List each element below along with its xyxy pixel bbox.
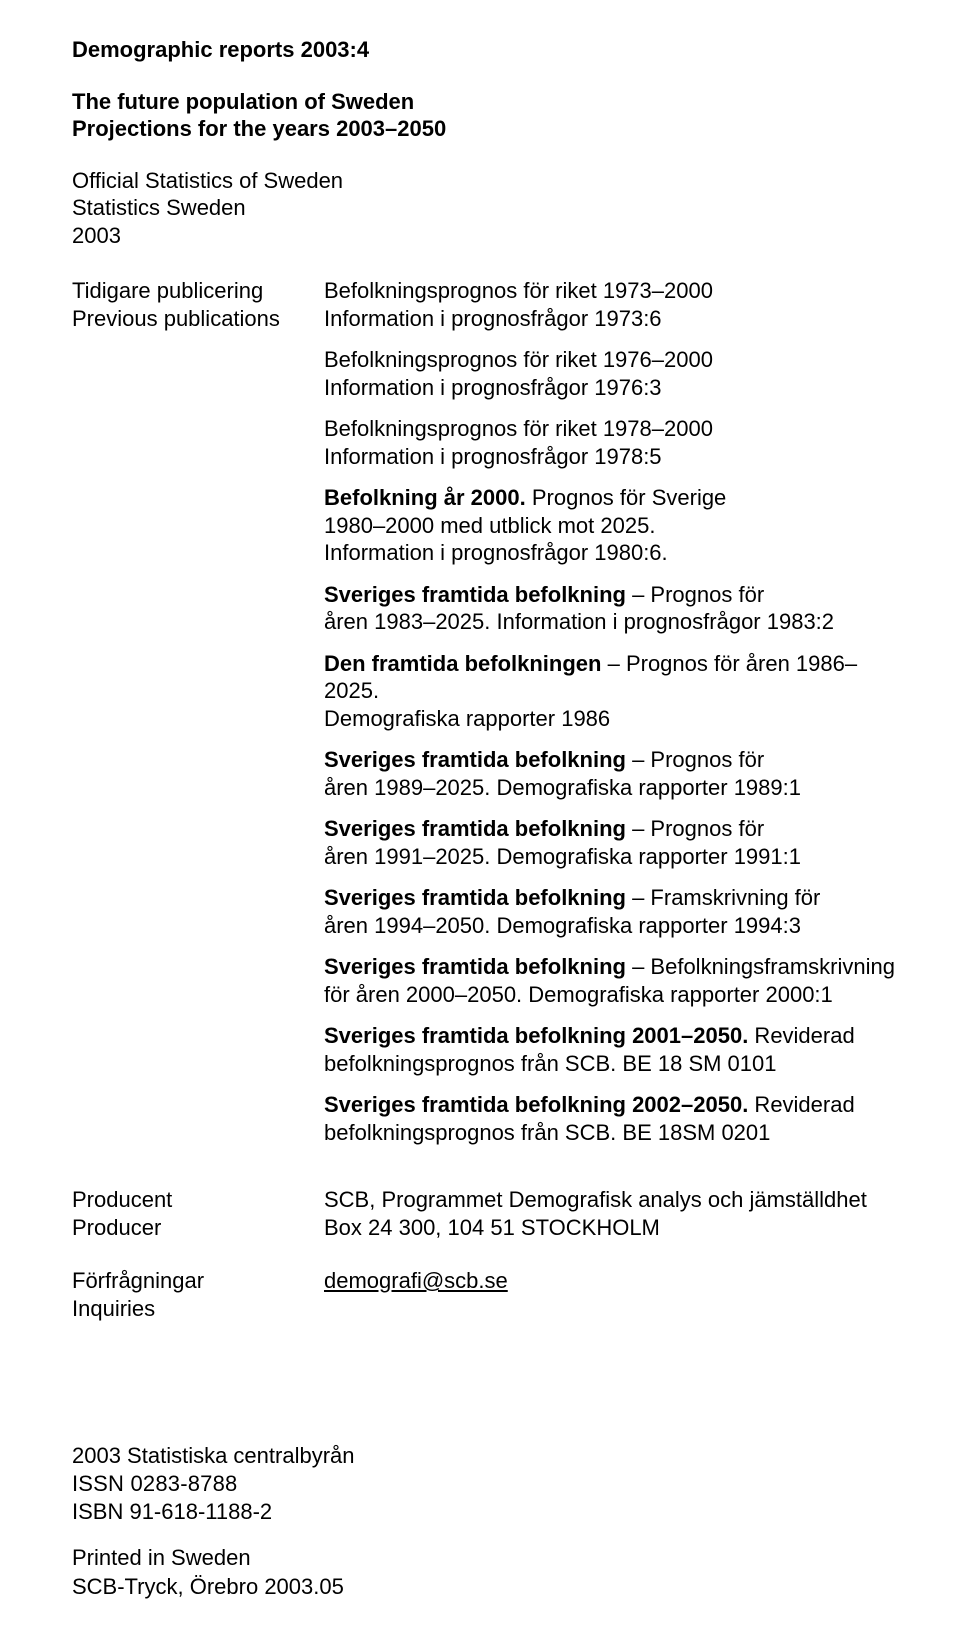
footer-spacer bbox=[72, 1526, 900, 1544]
previous-publications-list: Befolkningsprognos för riket 1973–2000 In… bbox=[324, 277, 900, 1160]
publication-text: Sveriges framtida befolkning 2001–2050. bbox=[324, 1023, 748, 1048]
producer-label-sv: Producent bbox=[72, 1186, 312, 1214]
publication-text: Befolkningsprognos för riket 1978–2000 bbox=[324, 416, 713, 441]
title-sub: Projections for the years 2003–2050 bbox=[72, 115, 900, 143]
previous-publications-section: Tidigare publicering Previous publicatio… bbox=[72, 277, 900, 1160]
publication-item: Sveriges framtida befolkning – Prognos f… bbox=[324, 581, 900, 636]
publication-text: Prognos för Sverige bbox=[526, 485, 727, 510]
publication-text: Befolkning år 2000. bbox=[324, 485, 526, 510]
publication-text: Reviderad bbox=[748, 1023, 854, 1048]
publication-text: Reviderad bbox=[748, 1092, 854, 1117]
inquiries-label-sv: Förfrågningar bbox=[72, 1267, 312, 1295]
publication-text: Information i prognosfrågor 1973:6 bbox=[324, 306, 662, 331]
inquiries-section: Förfrågningar Inquiries demografi@scb.se bbox=[72, 1267, 900, 1322]
publication-text: Sveriges framtida befolkning bbox=[324, 747, 626, 772]
footer-printed: Printed in Sweden bbox=[72, 1544, 900, 1572]
publication-item: Befolkning år 2000. Prognos för Sverige 1… bbox=[324, 484, 900, 567]
footer-issn: ISSN 0283-8788 bbox=[72, 1470, 900, 1498]
previous-publications-label: Tidigare publicering Previous publicatio… bbox=[72, 277, 324, 332]
publication-item: Befolkningsprognos för riket 1973–2000 In… bbox=[324, 277, 900, 332]
label-sv: Tidigare publicering bbox=[72, 277, 312, 305]
publication-text: – Prognos för bbox=[626, 747, 764, 772]
publication-text: Sveriges framtida befolkning 2002–2050. bbox=[324, 1092, 748, 1117]
document-footer: 2003 Statistiska centralbyrån ISSN 0283-… bbox=[72, 1442, 900, 1601]
publication-text: Sveriges framtida befolkning bbox=[324, 816, 626, 841]
producer-line2: Box 24 300, 104 51 STOCKHOLM bbox=[324, 1214, 900, 1242]
publication-text: åren 1989–2025. Demografiska rapporter 1… bbox=[324, 775, 801, 800]
publication-item: Sveriges framtida befolkning 2002–2050. … bbox=[324, 1091, 900, 1146]
publication-item: Sveriges framtida befolkning – Prognos f… bbox=[324, 746, 900, 801]
publication-item: Befolkningsprognos för riket 1976–2000 In… bbox=[324, 346, 900, 401]
publication-text: Information i prognosfrågor 1980:6. bbox=[324, 540, 668, 565]
publication-item: Den framtida befolkningen – Prognos för … bbox=[324, 650, 900, 733]
publication-text: 1980–2000 med utblick mot 2025. bbox=[324, 513, 655, 538]
year-line: 2003 bbox=[72, 222, 900, 250]
publication-text: för åren 2000–2050. Demografiska rapport… bbox=[324, 982, 833, 1007]
producer-label: Producent Producer bbox=[72, 1186, 324, 1241]
publication-item: Sveriges framtida befolkning – Framskriv… bbox=[324, 884, 900, 939]
publication-text: – Framskrivning för bbox=[626, 885, 820, 910]
agency-line: Statistics Sweden bbox=[72, 194, 900, 222]
publication-text: Befolkningsprognos för riket 1973–2000 bbox=[324, 278, 713, 303]
publication-item: Sveriges framtida befolkning – Befolknin… bbox=[324, 953, 900, 1008]
publication-text: Den framtida befolkningen bbox=[324, 651, 601, 676]
publication-text: Sveriges framtida befolkning bbox=[324, 954, 626, 979]
label-en: Previous publications bbox=[72, 305, 312, 333]
publication-item: Sveriges framtida befolkning 2001–2050. … bbox=[324, 1022, 900, 1077]
publication-text: befolkningsprognos från SCB. BE 18SM 020… bbox=[324, 1120, 770, 1145]
publication-text: åren 1991–2025. Demografiska rapporter 1… bbox=[324, 844, 801, 869]
publication-text: Information i prognosfrågor 1978:5 bbox=[324, 444, 662, 469]
publication-text: åren 1994–2050. Demografiska rapporter 1… bbox=[324, 913, 801, 938]
publication-text: Information i prognosfrågor 1976:3 bbox=[324, 375, 662, 400]
inquiries-details: demografi@scb.se bbox=[324, 1267, 900, 1295]
publication-text: – Prognos för bbox=[626, 582, 764, 607]
publication-text: Sveriges framtida befolkning bbox=[324, 582, 626, 607]
publication-text: Demografiska rapporter 1986 bbox=[324, 706, 610, 731]
footer-isbn: ISBN 91-618-1188-2 bbox=[72, 1498, 900, 1526]
publication-text: befolkningsprognos från SCB. BE 18 SM 01… bbox=[324, 1051, 777, 1076]
footer-printer: SCB-Tryck, Örebro 2003.05 bbox=[72, 1573, 900, 1601]
publication-item: Sveriges framtida befolkning – Prognos f… bbox=[324, 815, 900, 870]
producer-line1: SCB, Programmet Demografisk analys och j… bbox=[324, 1186, 900, 1214]
footer-copyright: 2003 Statistiska centralbyrån bbox=[72, 1442, 900, 1470]
publication-item: Befolkningsprognos för riket 1978–2000 In… bbox=[324, 415, 900, 470]
publication-text: åren 1983–2025. Information i prognosfrå… bbox=[324, 609, 834, 634]
producer-label-en: Producer bbox=[72, 1214, 312, 1242]
series-title: Demographic reports 2003:4 bbox=[72, 36, 900, 64]
publication-text: Sveriges framtida befolkning bbox=[324, 885, 626, 910]
producer-section: Producent Producer SCB, Programmet Demog… bbox=[72, 1186, 900, 1241]
inquiries-label-en: Inquiries bbox=[72, 1295, 312, 1323]
publication-text: – Befolkningsframskrivning bbox=[626, 954, 895, 979]
inquiries-email-link[interactable]: demografi@scb.se bbox=[324, 1268, 508, 1293]
inquiries-label: Förfrågningar Inquiries bbox=[72, 1267, 324, 1322]
publication-text: Befolkningsprognos för riket 1976–2000 bbox=[324, 347, 713, 372]
producer-details: SCB, Programmet Demografisk analys och j… bbox=[324, 1186, 900, 1241]
publication-text: – Prognos för bbox=[626, 816, 764, 841]
title-main: The future population of Sweden bbox=[72, 88, 900, 116]
official-line: Official Statistics of Sweden bbox=[72, 167, 900, 195]
document-header: Demographic reports 2003:4 The future po… bbox=[72, 36, 900, 249]
